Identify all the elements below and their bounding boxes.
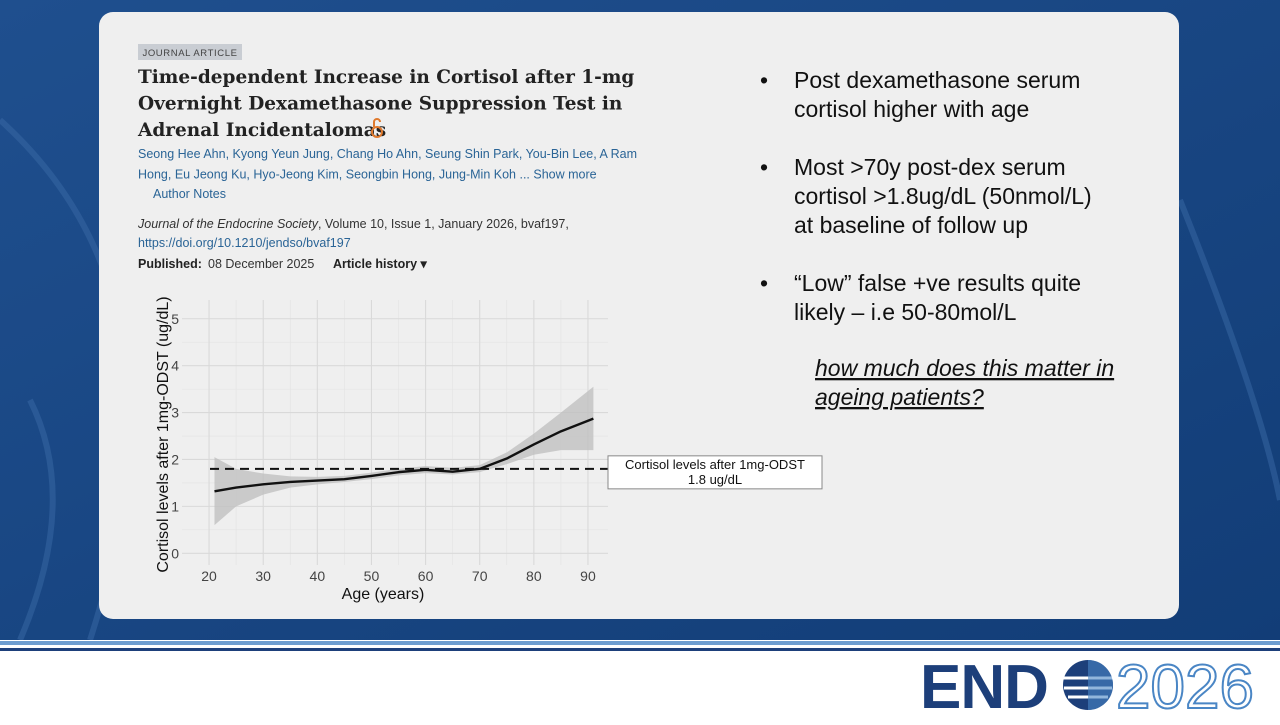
chart: 20 30 40 50 60 70 80 90 0 1 2 3 4 5 Age (years) Cortiso… <box>155 296 823 603</box>
annotation-text: Cortisol levels after 1mg-ODST <box>625 457 805 472</box>
title-line: Overnight Dexamethasone Suppression Test… <box>138 94 623 115</box>
x-tick-label: 20 <box>201 568 217 584</box>
published-date: 08 December 2025 <box>208 257 314 271</box>
y-tick-label: 5 <box>171 311 179 327</box>
bullet-symbol: • <box>760 154 768 180</box>
logo-globe <box>1063 660 1113 710</box>
citation: Journal of the Endocrine Society, Volume… <box>137 217 569 231</box>
bullets: • Post dexamethasone serum cortisol higher… <box>760 67 1092 325</box>
card <box>99 12 1179 619</box>
bullet-line: “Low” false +ve results quite <box>794 270 1081 296</box>
y-tick-label: 3 <box>171 405 179 421</box>
title-line: Adrenal Incidentalomas <box>137 120 386 141</box>
bullet-line: Most >70y post-dex serum <box>794 154 1066 180</box>
bullet-symbol: • <box>760 67 768 93</box>
x-tick-label: 40 <box>310 568 326 584</box>
bullet-line: cortisol higher with age <box>794 96 1029 122</box>
note-line: ageing patients? <box>815 384 984 410</box>
bullet-line: cortisol >1.8ug/dL (50nmol/L) <box>794 183 1092 209</box>
bullet-line: Post dexamethasone serum <box>794 67 1080 93</box>
x-tick-label: 50 <box>364 568 380 584</box>
y-tick-label: 2 <box>171 451 179 467</box>
y-tick-label: 0 <box>171 545 179 561</box>
x-axis-label: Age (years) <box>342 586 425 603</box>
logo-left: END <box>920 653 1048 720</box>
published-label: Published: <box>138 257 202 271</box>
bullet-line: likely – i.e 50-80mol/L <box>794 299 1017 325</box>
footer-stripe <box>0 641 1280 645</box>
author-line: Seong Hee Ahn, Kyong Yeun Jung, Chang Ho… <box>138 147 637 161</box>
article-tag: JOURNAL ARTICLE <box>142 48 237 59</box>
x-tick-label: 90 <box>580 568 596 584</box>
doi-link[interactable]: https://doi.org/10.1210/jendso/bvaf197 <box>138 236 351 250</box>
journal: Journal of the Endocrine Society <box>137 217 319 231</box>
citation-details: , Volume 10, Issue 1, January 2026, bvaf… <box>318 217 569 231</box>
x-tick-label: 80 <box>526 568 542 584</box>
confidence-band <box>214 386 594 526</box>
note-line: how much does this matter in <box>815 355 1114 381</box>
open-access-icon <box>371 118 384 138</box>
annotation-text: 1.8 ug/dL <box>688 472 742 487</box>
footer-stripe <box>0 648 1280 651</box>
x-tick-label: 70 <box>472 568 488 584</box>
author-notes[interactable]: Author Notes <box>153 187 226 201</box>
y-axis-label: Cortisol levels after 1mg-ODST (ug/dL) <box>155 296 172 572</box>
line-series <box>214 417 594 493</box>
x-tick-label: 60 <box>418 568 434 584</box>
article-history[interactable]: Article history ▾ <box>333 257 428 271</box>
author-line: Hong, Eu Jeong Ku, Hyo-Jeong Kim, Seongb… <box>138 168 597 182</box>
article-tag-bg <box>138 44 242 60</box>
article-authors: Seong Hee Ahn, Kyong Yeun Jung, Chang Ho… <box>138 147 637 182</box>
logo-right: 2026 <box>1116 653 1254 720</box>
bullet-line: at baseline of follow up <box>794 212 1028 238</box>
y-tick-label: 4 <box>171 358 179 374</box>
article-title: Time-dependent Increase in Cortisol afte… <box>137 67 634 141</box>
x-tick-label: 30 <box>255 568 271 584</box>
annotation-box <box>607 455 823 490</box>
y-tick-label: 1 <box>171 498 179 514</box>
title-line: Time-dependent Increase in Cortisol afte… <box>138 67 634 88</box>
note: how much does this matter in ageing patie… <box>815 355 1114 410</box>
bullet-symbol: • <box>760 270 768 296</box>
